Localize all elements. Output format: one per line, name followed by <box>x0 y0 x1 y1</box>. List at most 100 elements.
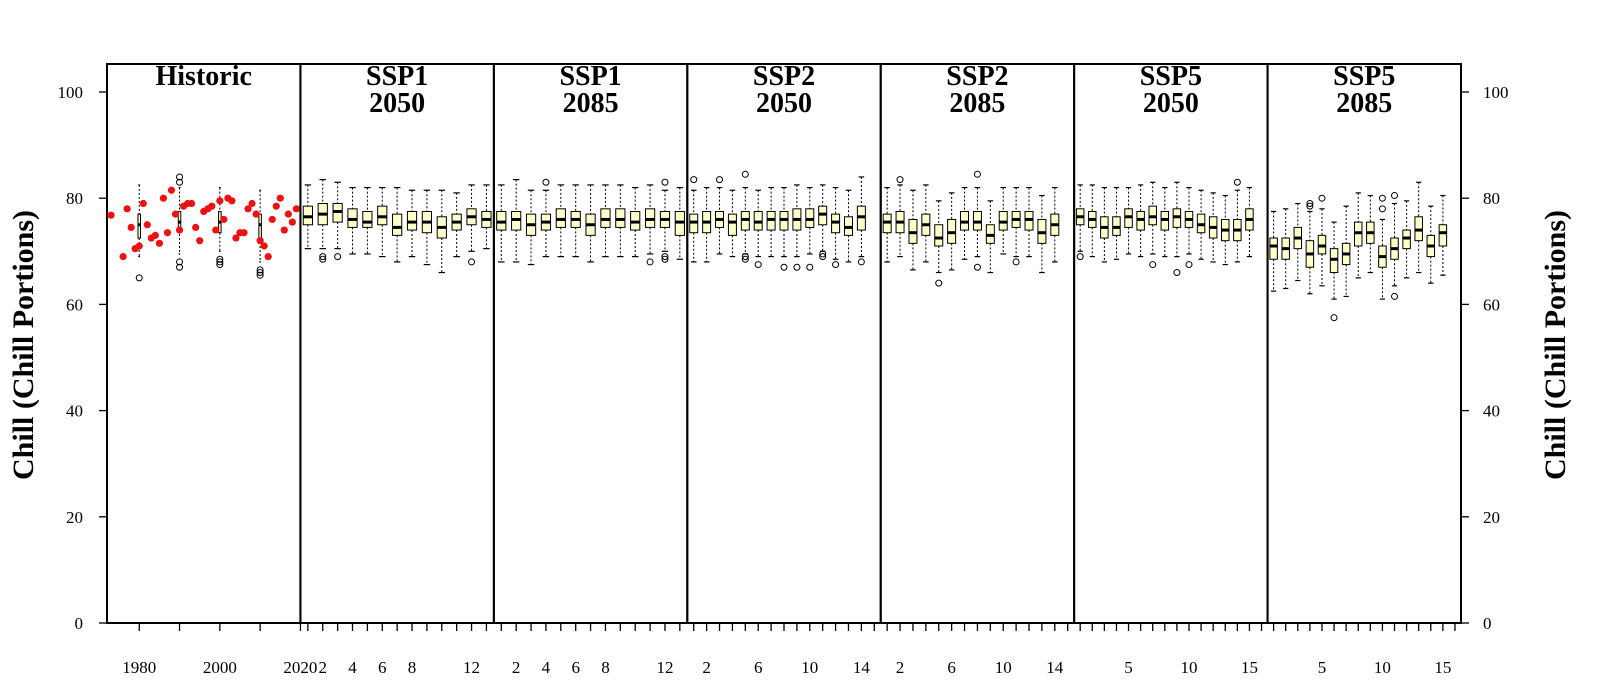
outlier-point <box>819 250 827 258</box>
box-plot <box>1269 210 1278 292</box>
observed-point <box>123 205 131 213</box>
box-iqr <box>934 224 944 247</box>
outlier-point <box>1391 192 1399 200</box>
outlier-point <box>1306 200 1314 208</box>
x-tick-label: 10 <box>995 658 1012 677</box>
box-iqr <box>1269 237 1278 260</box>
box-plot <box>1184 186 1194 269</box>
box-plot <box>1353 192 1363 279</box>
y-axis-title-left: Chill (Chill Portions) <box>7 210 40 480</box>
outlier-point <box>661 253 669 261</box>
panel-title-line: SSP1 <box>559 61 621 92</box>
observed-point <box>107 211 115 219</box>
y-axis-right: 0 20 40 60 80 100 <box>1461 83 1509 633</box>
box-plot <box>436 189 447 274</box>
box-plot <box>1148 181 1157 269</box>
box-plot <box>1378 194 1387 300</box>
box-plot <box>1426 205 1436 284</box>
box-plot <box>934 200 944 287</box>
x-tick-label: 5 <box>1318 658 1327 677</box>
box-plot <box>843 189 853 263</box>
observed-point <box>135 242 143 250</box>
outlier-point <box>319 255 327 263</box>
box-plot <box>985 200 995 274</box>
x-tick-label: 15 <box>1434 658 1451 677</box>
box-plot <box>1011 186 1021 266</box>
y-tick-label-right: 0 <box>1483 614 1492 633</box>
box-plot <box>1414 181 1423 274</box>
outlier-point <box>176 173 184 181</box>
box-plot <box>1366 194 1375 274</box>
outlier-point <box>716 176 724 184</box>
x-tick-label: 6 <box>754 658 763 677</box>
outlier-point <box>1012 258 1020 266</box>
y-tick-label-left: 80 <box>66 189 83 208</box>
box-plot <box>1233 178 1242 263</box>
observed-point <box>252 210 260 218</box>
box-plot <box>332 181 343 261</box>
x-tick-label: 2 <box>702 658 711 677</box>
box-plot <box>481 184 492 250</box>
panel-title-line: SSP5 <box>1140 61 1202 92</box>
box-plot <box>570 184 581 258</box>
x-tick-label: 2000 <box>203 658 237 677</box>
outlier-point <box>334 253 342 261</box>
x-tick-label: 12 <box>463 658 480 677</box>
x-tick-label: 12 <box>656 658 673 677</box>
outlier-point <box>754 261 762 269</box>
panel-frame <box>1073 63 1269 624</box>
box-plot <box>856 176 866 266</box>
x-tick-label: 14 <box>853 658 871 677</box>
outlier-point <box>857 258 865 266</box>
box-plot <box>1172 181 1182 277</box>
box-plot <box>1088 184 1097 258</box>
x-tick-label: 2 <box>318 658 327 677</box>
outlier-point <box>780 263 788 271</box>
observed-point <box>171 210 180 218</box>
x-tick-label: 10 <box>1374 658 1391 677</box>
outlier-point <box>819 253 827 261</box>
outlier-point <box>1378 194 1386 202</box>
box-plot <box>362 186 373 255</box>
box-plot <box>805 186 815 271</box>
panel-title-line: SSP2 <box>946 61 1008 92</box>
panel-frame <box>879 63 1076 624</box>
box-plot <box>466 184 477 266</box>
observed-point <box>220 215 228 224</box>
panel-title-line: SSP1 <box>366 61 428 92</box>
x-tick-label: 1980 <box>122 658 156 677</box>
box-plot <box>615 184 626 258</box>
box-plot <box>1438 194 1448 276</box>
box-plot <box>392 186 403 263</box>
panel-title-line: 2050 <box>756 88 812 119</box>
panel-title-line: 2050 <box>369 88 425 119</box>
box-plot <box>1050 186 1060 263</box>
box-plot <box>1124 186 1133 255</box>
box-plot <box>659 178 671 263</box>
box-plot <box>1293 202 1303 282</box>
x-tick-label: 4 <box>348 658 357 677</box>
box-plot <box>1341 205 1351 298</box>
panel-title-line: 2050 <box>1143 88 1199 119</box>
box-plot <box>216 186 224 269</box>
outlier-point <box>1185 261 1193 269</box>
panel-title-line: Historic <box>156 61 252 92</box>
observed-point <box>163 229 172 237</box>
box-plot <box>256 189 264 279</box>
observed-point <box>155 239 163 247</box>
y-tick-label-left: 100 <box>58 83 84 102</box>
observed-point <box>127 223 135 232</box>
box-plot <box>302 184 313 250</box>
outlier-point <box>1378 205 1386 213</box>
box-plot <box>1390 192 1399 300</box>
panel-frame <box>299 63 495 624</box>
outlier-point <box>176 178 184 186</box>
observed-point <box>288 218 296 226</box>
observed-point <box>244 205 252 213</box>
outlier-point <box>793 263 801 271</box>
outlier-point <box>1306 202 1314 210</box>
box-plot <box>1208 192 1218 263</box>
box-plot <box>135 184 143 282</box>
